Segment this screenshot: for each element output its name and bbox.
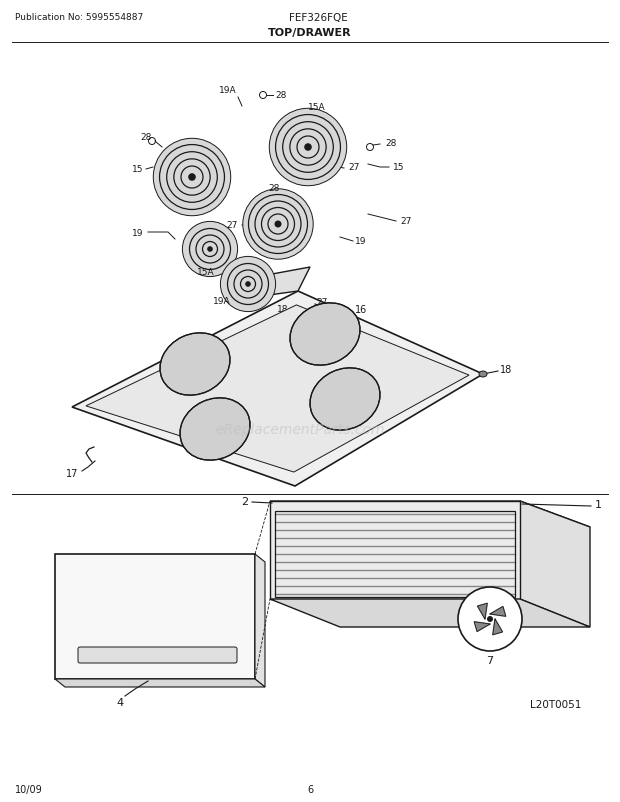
Text: 2: 2 xyxy=(241,496,248,506)
Text: 28: 28 xyxy=(140,133,152,142)
Text: FEF326FQE: FEF326FQE xyxy=(289,13,347,23)
Text: TOP/DRAWER: TOP/DRAWER xyxy=(268,28,352,38)
Polygon shape xyxy=(270,599,590,627)
Polygon shape xyxy=(240,268,310,300)
Text: 19: 19 xyxy=(131,229,143,237)
Text: 18: 18 xyxy=(500,365,512,375)
Text: L20T0051: L20T0051 xyxy=(530,699,582,709)
Text: 27: 27 xyxy=(316,298,327,307)
Circle shape xyxy=(305,144,311,151)
Polygon shape xyxy=(255,554,265,687)
Polygon shape xyxy=(520,501,590,627)
Text: 1: 1 xyxy=(595,500,602,509)
Text: 27: 27 xyxy=(227,221,238,229)
Text: 19A: 19A xyxy=(213,297,231,306)
Polygon shape xyxy=(270,501,590,528)
Text: 15A: 15A xyxy=(308,103,326,112)
Text: 28: 28 xyxy=(385,138,396,148)
Polygon shape xyxy=(270,501,520,599)
Polygon shape xyxy=(72,292,483,486)
Text: 27: 27 xyxy=(348,164,360,172)
Polygon shape xyxy=(86,306,469,472)
Text: 28: 28 xyxy=(275,91,286,100)
Text: 27: 27 xyxy=(400,217,412,226)
Text: 15: 15 xyxy=(393,164,404,172)
Text: eReplacementParts.com: eReplacementParts.com xyxy=(215,423,385,436)
Polygon shape xyxy=(493,619,503,635)
Circle shape xyxy=(153,139,231,217)
Circle shape xyxy=(208,248,212,252)
Circle shape xyxy=(189,175,195,181)
Text: 7: 7 xyxy=(487,655,494,665)
Text: Publication No: 5995554887: Publication No: 5995554887 xyxy=(15,13,143,22)
Text: 16: 16 xyxy=(355,305,367,314)
Ellipse shape xyxy=(290,303,360,366)
Text: 6: 6 xyxy=(307,784,313,794)
Polygon shape xyxy=(55,679,265,687)
Circle shape xyxy=(487,616,493,622)
Circle shape xyxy=(458,587,522,651)
Circle shape xyxy=(182,222,237,277)
Polygon shape xyxy=(477,603,487,619)
Circle shape xyxy=(275,222,281,228)
Polygon shape xyxy=(474,622,490,632)
Text: 15A: 15A xyxy=(197,268,215,277)
Text: 19: 19 xyxy=(355,237,366,246)
Ellipse shape xyxy=(160,334,230,395)
FancyBboxPatch shape xyxy=(78,647,237,663)
Circle shape xyxy=(269,109,347,187)
Text: 18: 18 xyxy=(277,305,289,314)
Circle shape xyxy=(246,282,250,287)
Text: 10/09: 10/09 xyxy=(15,784,43,794)
Polygon shape xyxy=(55,554,255,679)
Text: 19A: 19A xyxy=(219,86,237,95)
Ellipse shape xyxy=(310,368,380,431)
Ellipse shape xyxy=(479,371,487,378)
Polygon shape xyxy=(490,606,506,617)
Text: 4: 4 xyxy=(117,697,123,707)
Text: 28: 28 xyxy=(268,184,280,192)
Circle shape xyxy=(243,189,313,260)
Text: 17: 17 xyxy=(66,468,78,479)
Circle shape xyxy=(220,257,276,312)
Ellipse shape xyxy=(180,399,250,460)
Text: 15: 15 xyxy=(131,165,143,174)
